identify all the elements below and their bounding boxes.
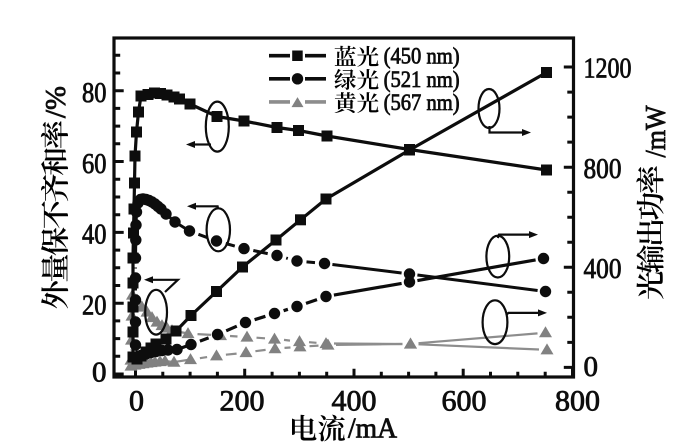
svg-text:40: 40 xyxy=(82,219,107,251)
svg-text:400: 400 xyxy=(332,384,377,417)
svg-text:/mA: /mA xyxy=(348,414,398,445)
svg-text:/%: /% xyxy=(41,86,72,118)
svg-text:0: 0 xyxy=(92,357,107,389)
svg-text:60: 60 xyxy=(82,148,107,180)
svg-text:200: 200 xyxy=(220,384,265,417)
svg-text:1200: 1200 xyxy=(584,53,632,85)
svg-text:20: 20 xyxy=(82,289,107,321)
svg-text:800: 800 xyxy=(584,153,622,185)
svg-text:400: 400 xyxy=(584,253,622,285)
svg-text:80: 80 xyxy=(82,77,107,109)
svg-text:0: 0 xyxy=(129,384,144,417)
svg-text:600: 600 xyxy=(442,384,487,417)
svg-text:/mW: /mW xyxy=(641,105,672,158)
svg-text:800: 800 xyxy=(555,384,600,417)
svg-text:(450 nm): (450 nm) xyxy=(384,44,460,70)
svg-text:(567 nm): (567 nm) xyxy=(384,90,460,116)
svg-text:0: 0 xyxy=(584,351,599,383)
svg-text:(521 nm): (521 nm) xyxy=(384,67,460,93)
